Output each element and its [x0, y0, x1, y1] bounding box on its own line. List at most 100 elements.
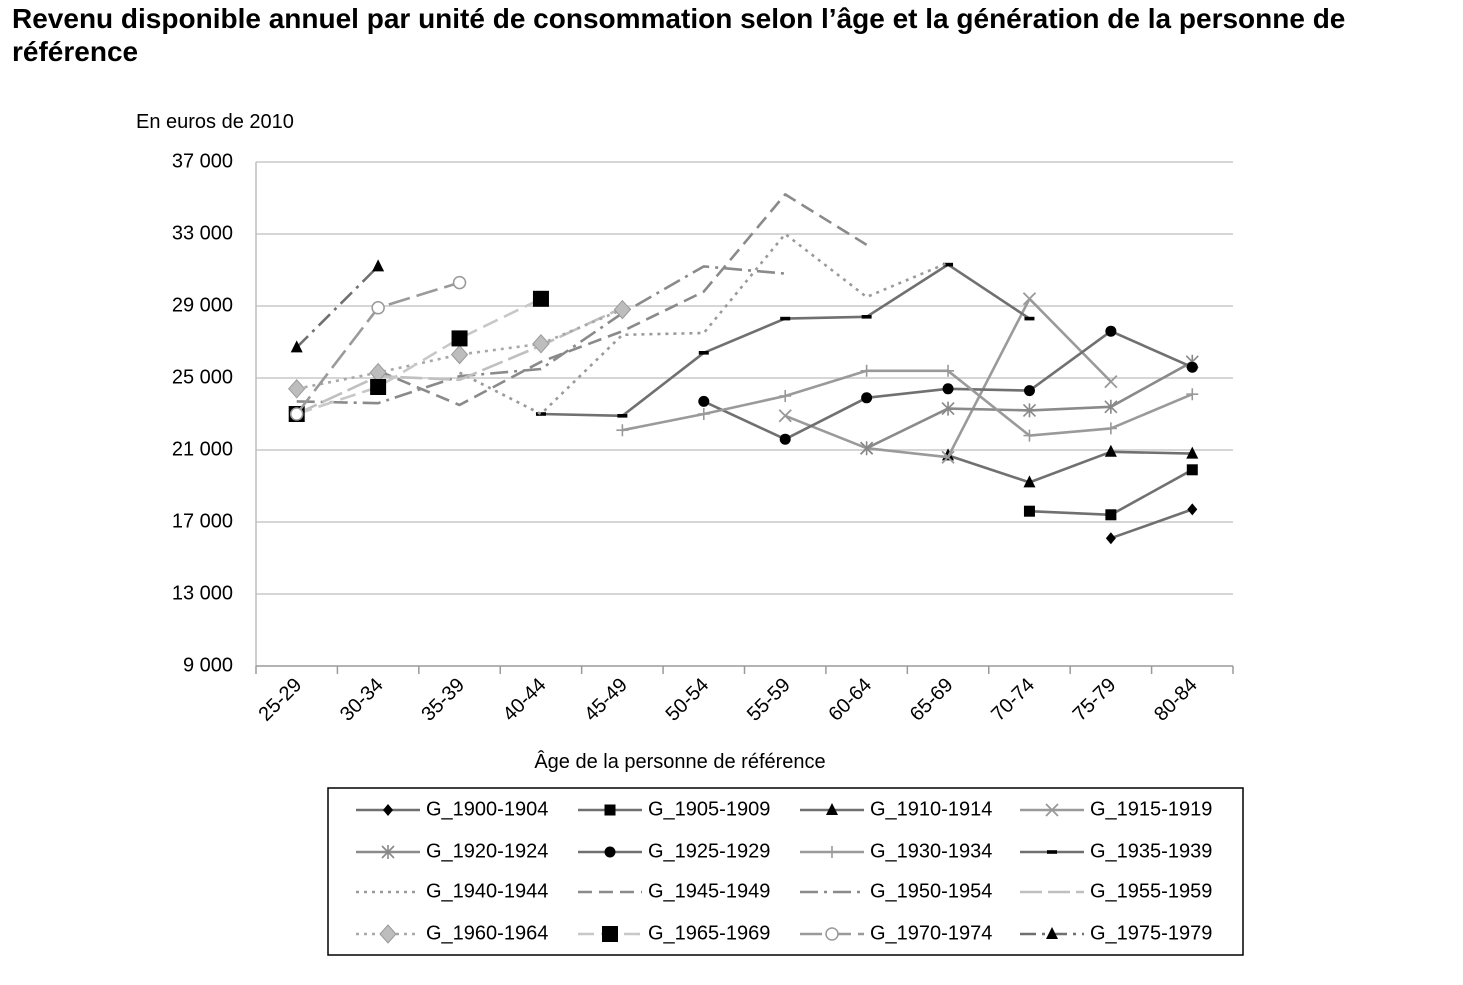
series-line	[295, 265, 380, 349]
data-point	[697, 408, 710, 420]
legend-item: G_1960-1964	[356, 922, 548, 944]
series-G_1960-1964	[288, 299, 632, 399]
data-point	[698, 395, 710, 407]
data-point	[381, 845, 395, 859]
data-point	[532, 334, 550, 354]
x-tick-label: 35-39	[417, 674, 469, 726]
series-line	[1110, 508, 1193, 540]
data-point	[698, 351, 709, 355]
legend-label: G_1920-1924	[426, 840, 548, 862]
data-point	[943, 262, 954, 267]
series-line	[947, 450, 1193, 484]
data-point	[826, 803, 838, 815]
data-point	[613, 299, 632, 320]
data-point	[780, 316, 791, 321]
data-point	[1186, 361, 1198, 373]
y-axis-ticks: 9 000 13 000 17 000 21 000 25 000 29 000 33 00…	[172, 150, 233, 676]
page-title: Revenu disponible annuel par unité de co…	[12, 3, 1346, 67]
data-point	[1104, 422, 1117, 435]
data-point	[371, 301, 385, 315]
data-point	[942, 364, 955, 377]
y-tick-label: 13 000	[172, 582, 233, 604]
data-point	[1022, 292, 1037, 306]
data-point	[535, 412, 546, 416]
data-point	[1022, 403, 1037, 418]
series-line	[458, 232, 949, 416]
x-tick-label: 70-74	[987, 674, 1039, 726]
series-G_1905-1909	[1023, 464, 1198, 521]
series-G_1970-1974	[289, 275, 467, 421]
data-point	[604, 846, 616, 858]
legend-item: G_1935-1939	[1020, 840, 1212, 862]
x-tick-label: 60-64	[824, 674, 876, 726]
legend-label: G_1905-1909	[648, 798, 770, 820]
legend-item: G_1965-1969	[578, 922, 770, 944]
data-point	[860, 441, 874, 456]
legend-item: G_1940-1944	[356, 880, 548, 902]
legend-item: G_1975-1979	[1020, 922, 1212, 944]
legend-item: G_1955-1959	[1020, 880, 1212, 902]
data-point	[604, 804, 616, 816]
data-point	[617, 414, 628, 418]
series-G_1940-1944	[458, 232, 949, 416]
x-tick-label: 25-29	[255, 674, 307, 726]
series-G_1930-1934	[616, 364, 1199, 442]
x-tick-label: 50-54	[662, 674, 714, 726]
legend-label: G_1940-1944	[426, 880, 548, 902]
legend-item: G_1970-1974	[800, 922, 992, 944]
y-tick-label: 29 000	[172, 294, 233, 316]
x-axis-title: Âge de la personne de référence	[534, 750, 825, 773]
legend-item: G_1905-1909	[578, 798, 770, 820]
data-point	[383, 804, 393, 816]
series-G_1935-1939	[535, 262, 1035, 418]
series-G_1965-1969	[288, 290, 549, 422]
data-point	[778, 409, 792, 423]
x-tick-label: 30-34	[336, 674, 388, 726]
legend-item: G_1950-1954	[800, 880, 992, 902]
data-point	[289, 407, 304, 421]
data-point	[369, 362, 387, 383]
data-point	[1104, 444, 1117, 457]
legend-item: G_1910-1914	[800, 798, 992, 820]
series-line	[377, 193, 868, 407]
legend-label: G_1915-1919	[1090, 798, 1212, 820]
data-point	[860, 364, 873, 377]
legend-label: G_1945-1949	[648, 880, 770, 902]
series-line	[296, 306, 623, 416]
data-point	[1105, 509, 1117, 521]
data-point	[290, 340, 303, 353]
data-point	[1187, 503, 1198, 516]
series-G_1945-1949	[377, 193, 868, 407]
legend-item: G_1915-1919	[1020, 798, 1212, 820]
data-point	[941, 401, 955, 416]
y-tick-label: 37 000	[172, 150, 233, 172]
data-point	[372, 259, 385, 272]
y-axis-title: En euros de 2010	[136, 111, 294, 133]
series-G_1910-1914	[942, 444, 1199, 488]
data-point	[1047, 850, 1057, 854]
data-point	[602, 926, 618, 942]
data-point	[1023, 475, 1036, 488]
x-tick-label: 45-49	[580, 674, 632, 726]
data-point	[1023, 505, 1035, 517]
x-axis: 25-29 30-34 35-39 40-44 45-49 50-54 55-59 60-64…	[255, 162, 1234, 726]
data-point	[451, 330, 468, 347]
series-G_1900-1904	[1105, 503, 1198, 545]
data-point	[1186, 388, 1199, 401]
y-tick-label: 9 000	[183, 654, 233, 676]
data-point	[379, 924, 397, 944]
legend-label: G_1910-1914	[870, 798, 992, 820]
data-point	[1024, 316, 1035, 321]
y-tick-label: 17 000	[172, 510, 233, 532]
data-point	[779, 433, 791, 445]
legend-label: G_1925-1929	[648, 840, 770, 862]
data-point	[1186, 446, 1199, 459]
legend-label: G_1975-1979	[1090, 922, 1212, 944]
data-point	[861, 315, 872, 319]
series-line	[296, 265, 786, 405]
data-point	[826, 846, 838, 858]
legend-label: G_1950-1954	[870, 880, 992, 902]
legend-item: G_1945-1949	[578, 880, 770, 902]
series-G_1950-1954	[296, 265, 786, 405]
